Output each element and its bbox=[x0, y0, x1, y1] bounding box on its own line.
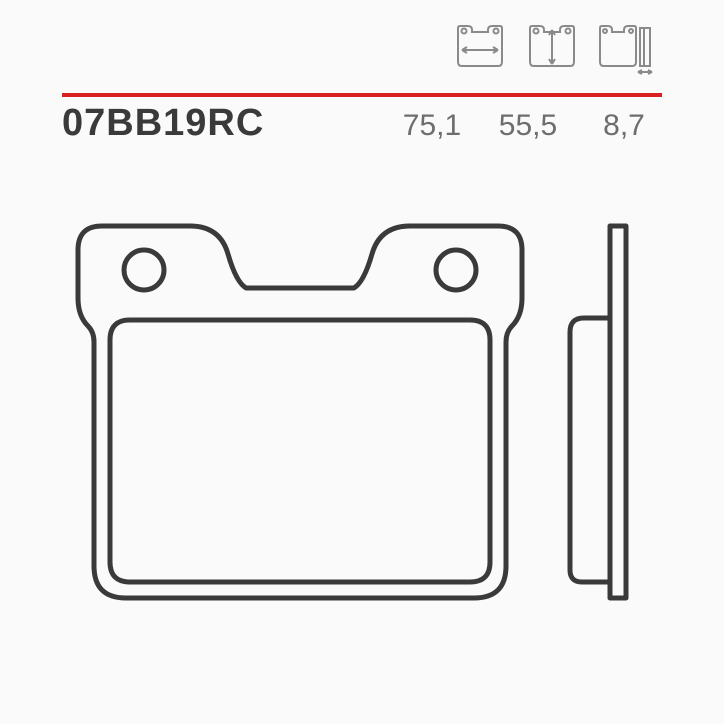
dim-thickness-value: 8,7 bbox=[592, 109, 656, 143]
technical-drawing bbox=[0, 180, 724, 680]
product-spec-card: 07BB19RC 75,1 55,5 8,7 bbox=[0, 0, 724, 724]
spec-label-row: 07BB19RC 75,1 55,5 8,7 bbox=[62, 102, 662, 145]
dim-height-value: 55,5 bbox=[496, 109, 560, 143]
width-icon bbox=[448, 22, 512, 78]
accent-separator bbox=[62, 84, 662, 88]
thickness-icon bbox=[592, 22, 656, 78]
part-code: 07BB19RC bbox=[62, 102, 264, 145]
dimension-icons-row bbox=[0, 22, 724, 78]
dimensions-values: 75,1 55,5 8,7 bbox=[400, 109, 662, 143]
height-icon bbox=[520, 22, 584, 78]
dim-width-value: 75,1 bbox=[400, 109, 464, 143]
